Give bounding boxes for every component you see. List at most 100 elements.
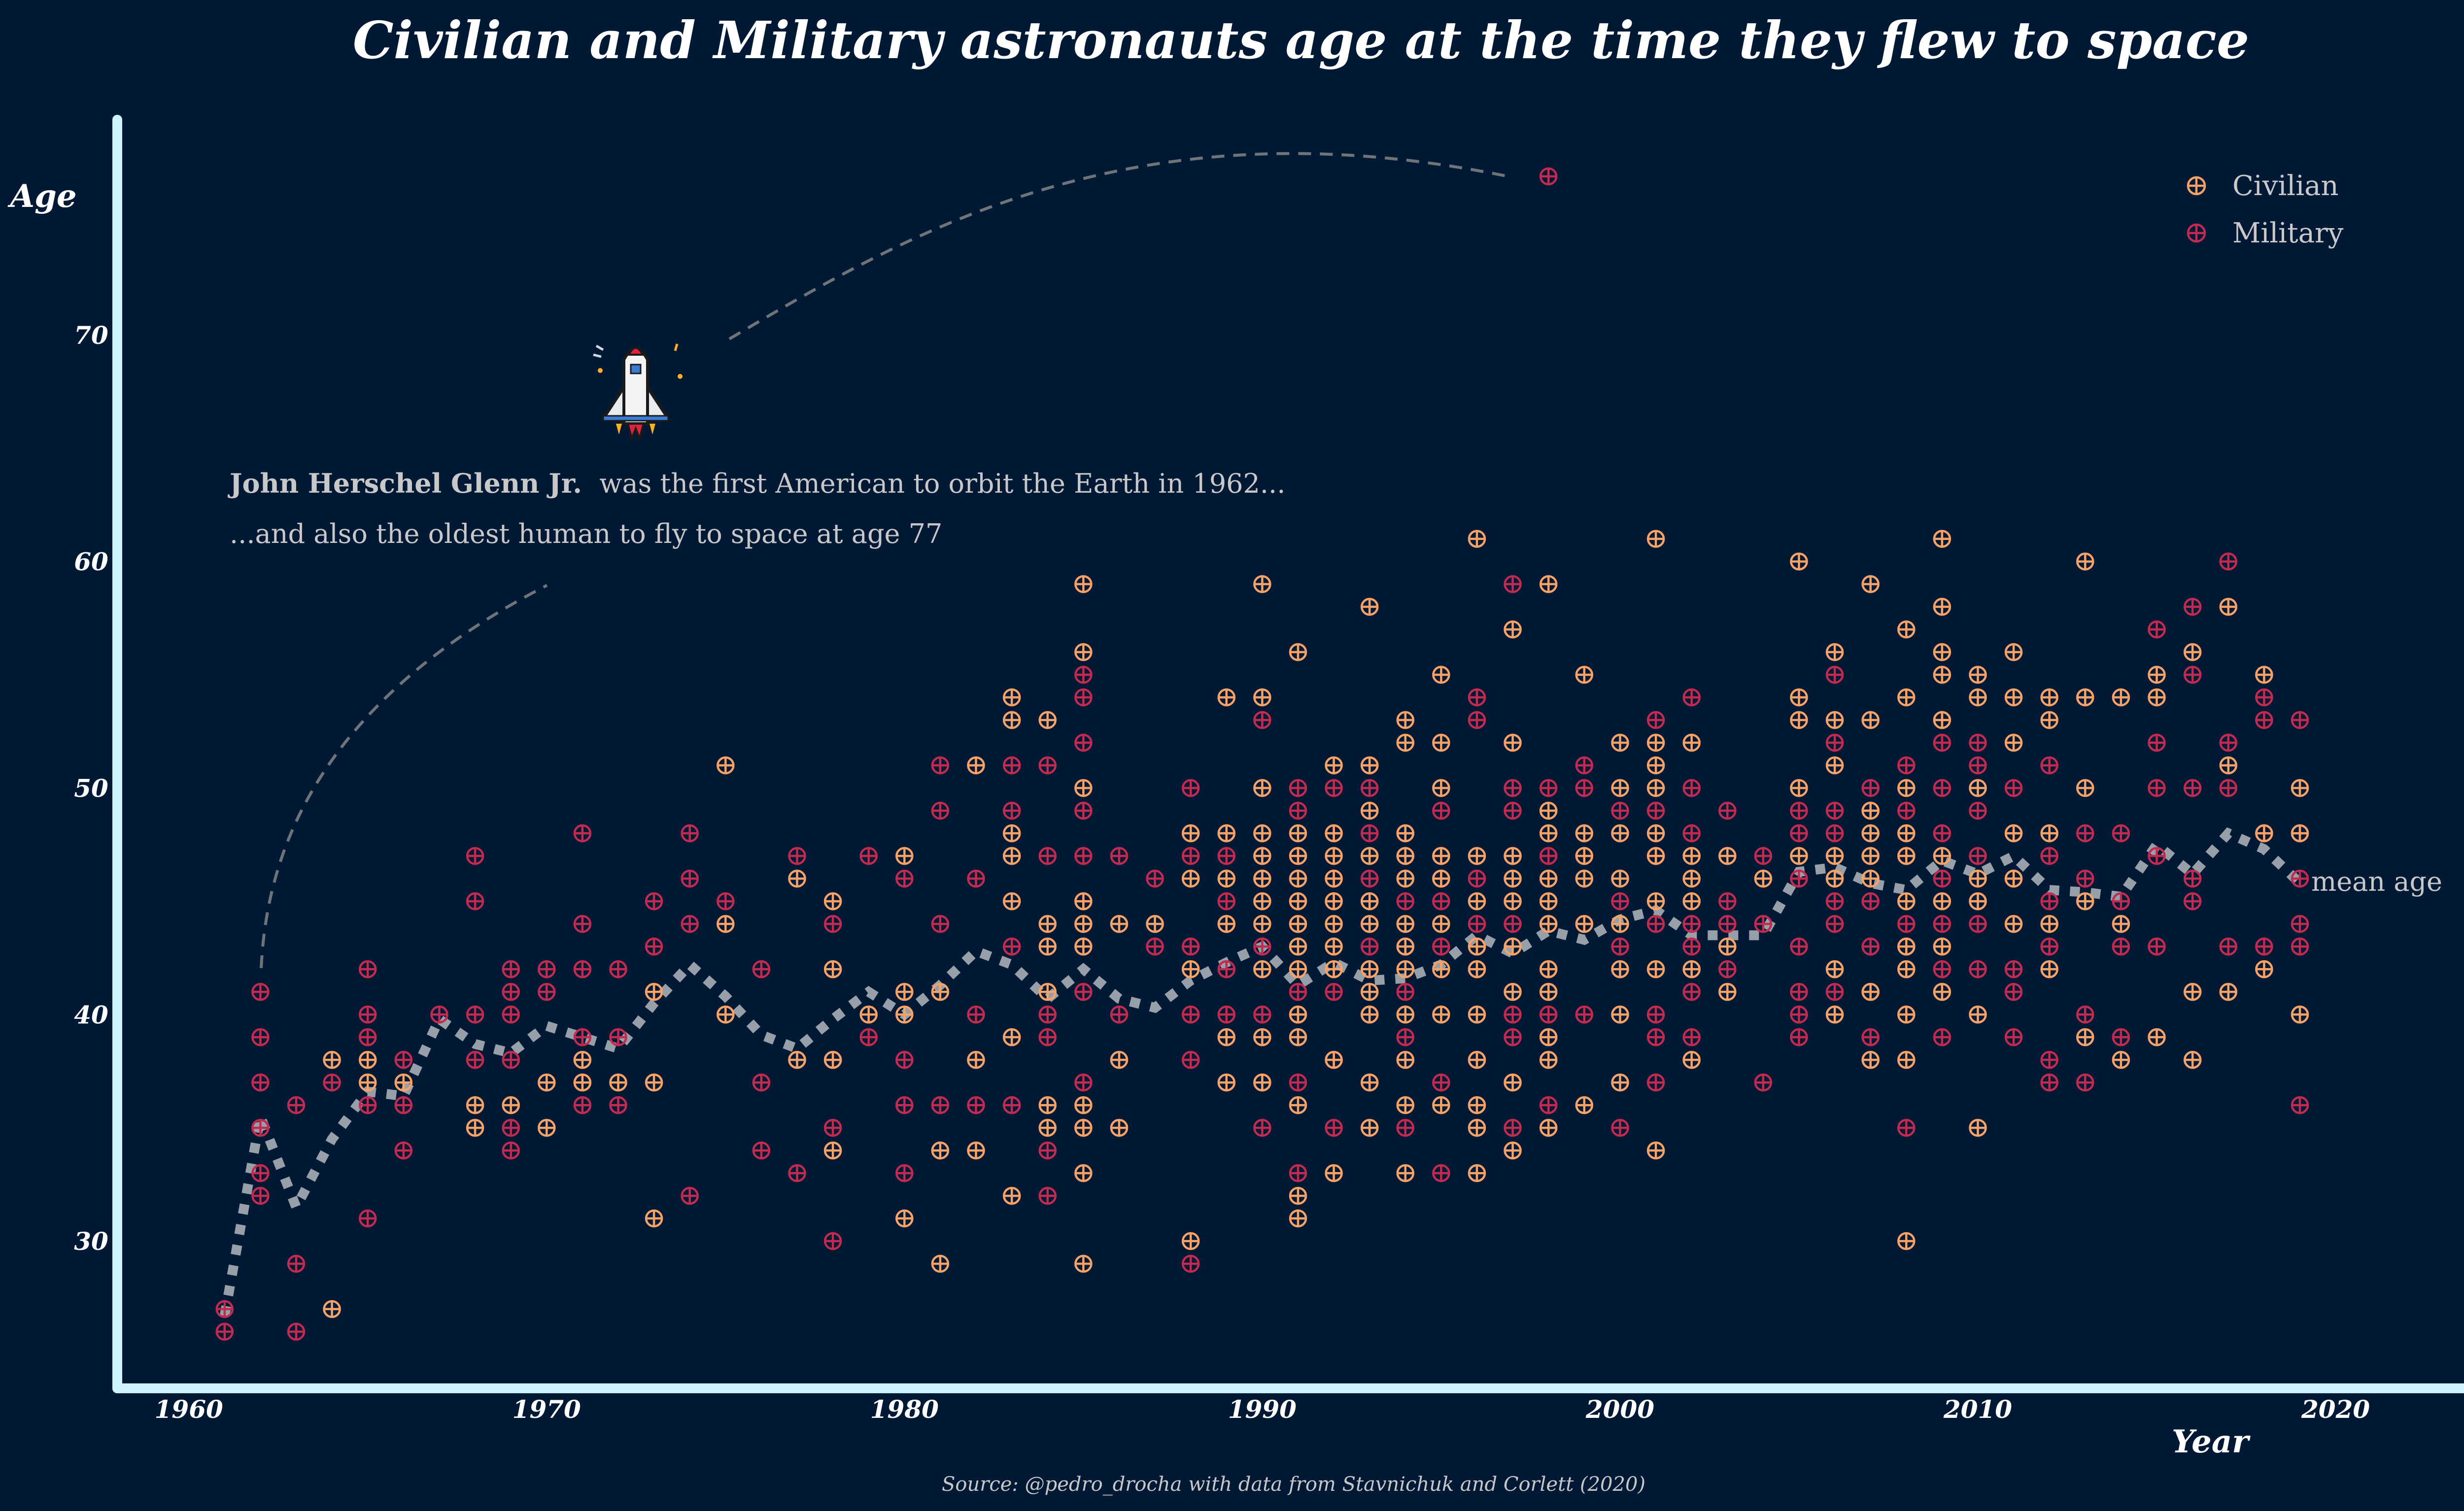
civilian-point	[323, 1051, 341, 1069]
civilian-point	[1289, 915, 1307, 933]
military-point	[1969, 734, 1987, 752]
civilian-point	[2076, 779, 2094, 797]
military-point	[788, 1164, 806, 1182]
civilian-point	[1325, 1051, 1343, 1069]
civilian-point	[1861, 1051, 1880, 1069]
civilian-point	[2040, 960, 2058, 978]
x-tick-label: 1970	[513, 1395, 581, 1424]
civilian-point	[859, 1006, 878, 1024]
military-point	[1181, 847, 1200, 865]
civilian-point	[1969, 870, 1987, 888]
military-point	[2255, 711, 2273, 729]
military-point	[1575, 756, 1594, 774]
civilian-point	[1181, 960, 1200, 978]
military-point	[2183, 666, 2202, 684]
civilian-point	[1432, 1096, 1450, 1114]
civilian-point	[1468, 892, 1486, 910]
civilian-point	[1002, 824, 1021, 842]
civilian-point	[1718, 938, 1737, 956]
glenn-1962-annotation-curve	[260, 584, 548, 969]
civilian-point	[1432, 915, 1450, 933]
military-point	[1468, 915, 1486, 933]
military-point	[1682, 824, 1701, 842]
civilian-point	[2148, 666, 2166, 684]
military-point	[1325, 1118, 1343, 1137]
civilian-point	[1646, 734, 1665, 752]
x-tick-label: 2010	[1943, 1395, 2012, 1424]
military-point	[2148, 734, 2166, 752]
civilian-point	[1611, 734, 1629, 752]
y-tick-label: 30	[74, 1227, 108, 1256]
military-point	[1539, 1096, 1558, 1114]
civilian-point	[1969, 1118, 1987, 1137]
military-point	[1825, 824, 1844, 842]
civilian-point	[1217, 688, 1236, 706]
civilian-point	[1539, 870, 1558, 888]
civilian-point	[1396, 1096, 1415, 1114]
military-point	[681, 915, 699, 933]
military-point	[1289, 983, 1307, 1001]
military-point	[1289, 1164, 1307, 1182]
civilian-point	[1038, 938, 1057, 956]
military-point	[1861, 938, 1880, 956]
civilian-point	[1360, 802, 1379, 820]
civilian-point	[1897, 1006, 1916, 1024]
civilian-point	[1575, 915, 1594, 933]
military-point	[1611, 938, 1629, 956]
military-point	[466, 1006, 484, 1024]
civilian-point	[1325, 1164, 1343, 1182]
military-point	[2291, 870, 2309, 888]
military-point	[823, 915, 842, 933]
military-point	[1181, 1051, 1200, 1069]
civilian-point	[1360, 1006, 1379, 1024]
civilian-point	[1217, 870, 1236, 888]
military-point	[394, 1141, 413, 1160]
civilian-point	[1682, 734, 1701, 752]
military-point	[1325, 983, 1343, 1001]
military-point	[1504, 1006, 1522, 1024]
civilian-point	[1253, 847, 1271, 865]
mean-age-label: mean age	[2311, 866, 2442, 897]
civilian-point	[1074, 1164, 1093, 1182]
civilian-point	[1539, 892, 1558, 910]
civilian-point	[1539, 575, 1558, 593]
military-point	[2076, 1006, 2094, 1024]
civilian-point	[1825, 960, 1844, 978]
military-point	[2076, 1073, 2094, 1092]
civilian-point	[1396, 734, 1415, 752]
military-point	[967, 1096, 985, 1114]
civilian-point	[1360, 1073, 1379, 1092]
civilian-point	[2004, 870, 2023, 888]
military-point	[573, 1096, 592, 1114]
civilian-point	[895, 983, 914, 1001]
military-point	[931, 802, 950, 820]
military-point	[466, 847, 484, 865]
civilian-point	[1325, 892, 1343, 910]
civilian-point	[1897, 1232, 1916, 1250]
military-point	[1682, 688, 1701, 706]
military-point	[1575, 779, 1594, 797]
military-point	[466, 892, 484, 910]
military-point	[251, 983, 270, 1001]
military-point	[2219, 552, 2238, 571]
military-point	[1360, 824, 1379, 842]
civilian-point	[895, 847, 914, 865]
military-point	[1539, 1006, 1558, 1024]
civilian-point	[1825, 643, 1844, 661]
civilian-point	[1468, 530, 1486, 548]
military-point	[1217, 892, 1236, 910]
military-point	[358, 1209, 377, 1228]
military-point	[1002, 938, 1021, 956]
civilian-point	[1646, 847, 1665, 865]
civilian-point	[1468, 1118, 1486, 1137]
military-point	[2040, 1051, 2058, 1069]
civilian-point	[1861, 575, 1880, 593]
civilian-point	[1897, 779, 1916, 797]
military-point	[1611, 802, 1629, 820]
y-tick-label: 70	[74, 321, 108, 350]
military-point	[1181, 1006, 1200, 1024]
military-point	[2040, 938, 2058, 956]
civilian-point	[967, 756, 985, 774]
civilian-point	[1360, 1118, 1379, 1137]
civilian-point	[1110, 915, 1129, 933]
